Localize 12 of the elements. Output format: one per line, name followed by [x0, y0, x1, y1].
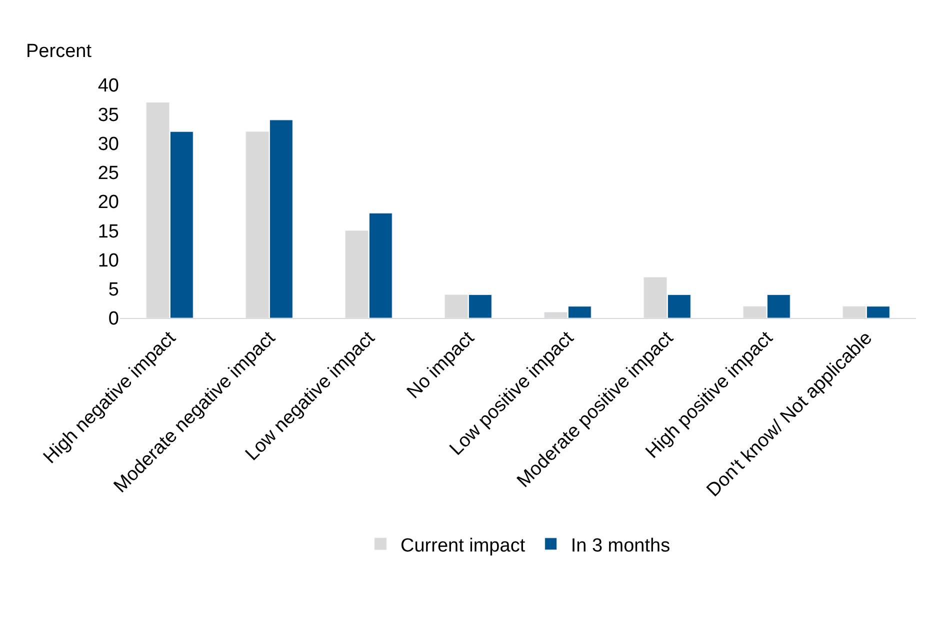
y-axis-title: Percent — [26, 41, 92, 62]
y-tick-label: 5 — [108, 280, 119, 301]
y-tick-label: 0 — [108, 308, 119, 330]
y-tick-label: 30 — [98, 134, 119, 155]
y-tick-label: 35 — [98, 104, 119, 126]
y-tick-label: 10 — [98, 250, 119, 272]
y-tick-label: 20 — [98, 192, 119, 214]
y-tick-label: 15 — [98, 221, 119, 242]
legend-label: In 3 months — [570, 535, 670, 556]
y-tick-label: 25 — [98, 163, 119, 184]
y-tick-label: 40 — [98, 76, 119, 97]
legend-label: Current impact — [400, 535, 526, 556]
